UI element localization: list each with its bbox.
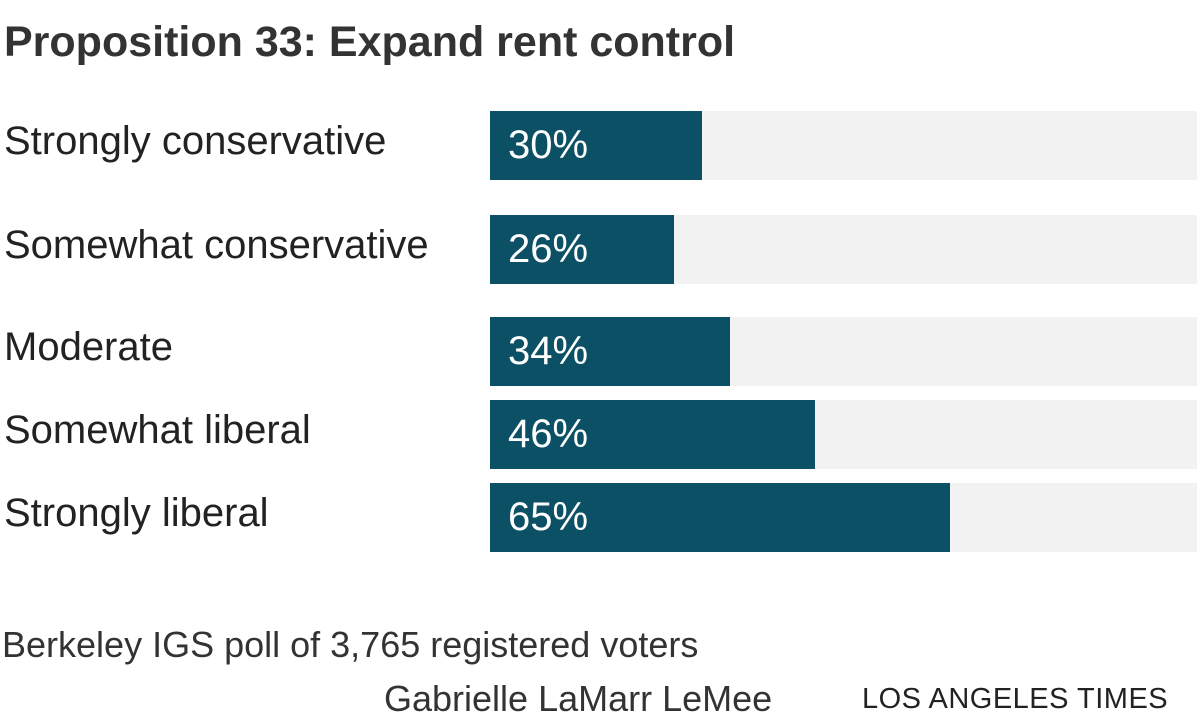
value-label: 65% xyxy=(508,495,589,539)
source-note: Berkeley IGS poll of 3,765 registered vo… xyxy=(2,624,699,665)
category-label: Moderate xyxy=(4,324,173,369)
bar xyxy=(490,215,674,284)
publisher: LOS ANGELES TIMES xyxy=(862,683,1169,715)
category-label: Somewhat liberal xyxy=(4,407,311,452)
credit: Gabrielle LaMarr LeMee xyxy=(384,678,773,719)
value-label: 26% xyxy=(508,227,589,271)
value-label: 46% xyxy=(508,412,589,456)
bar xyxy=(490,111,703,180)
category-label: Strongly conservative xyxy=(4,118,387,163)
bar xyxy=(490,317,731,386)
chart-title: Proposition 33: Expand rent control xyxy=(4,18,736,66)
bar xyxy=(490,400,816,469)
bar xyxy=(490,483,950,552)
category-label: Somewhat conservative xyxy=(4,222,429,267)
value-label: 34% xyxy=(508,329,589,373)
category-label: Strongly liberal xyxy=(4,490,269,535)
value-label: 30% xyxy=(508,123,589,167)
